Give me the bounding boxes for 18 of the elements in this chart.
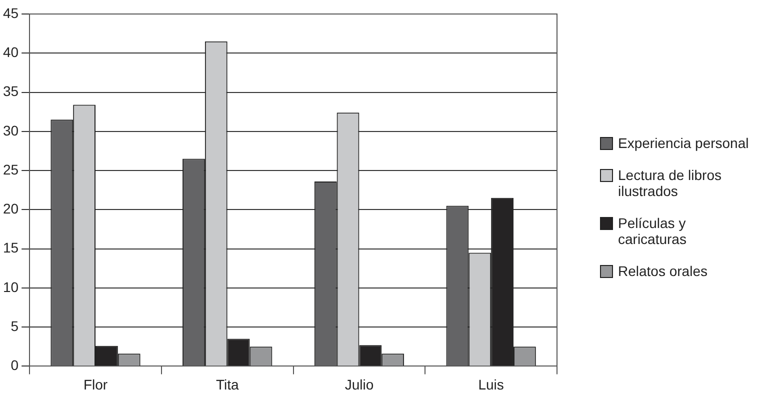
y-tick-label: 10	[2, 278, 19, 295]
x-tick-label: Julio	[344, 376, 374, 392]
y-tick-label: 45	[2, 4, 19, 21]
y-tick-label: 0	[10, 357, 19, 374]
legend-label: Lectura de libros ilustrados	[618, 167, 723, 199]
y-tick-label: 35	[2, 83, 19, 100]
legend-label: Relatos orales	[618, 263, 708, 279]
x-tick-label: Tita	[216, 376, 239, 392]
x-tick-label: Luis	[478, 376, 504, 392]
y-tick-label: 25	[2, 161, 19, 178]
y-tick-label: 5	[10, 318, 19, 334]
x-tick-label: Flor	[83, 376, 108, 392]
y-tick-label: 20	[2, 200, 19, 217]
y-tick-label: 30	[2, 122, 19, 138]
legend-label: Experiencia personal	[618, 135, 749, 151]
legend-label: Películas y caricaturas	[618, 215, 688, 247]
y-tick-label: 40	[2, 44, 19, 60]
y-tick-label: 15	[2, 240, 19, 256]
